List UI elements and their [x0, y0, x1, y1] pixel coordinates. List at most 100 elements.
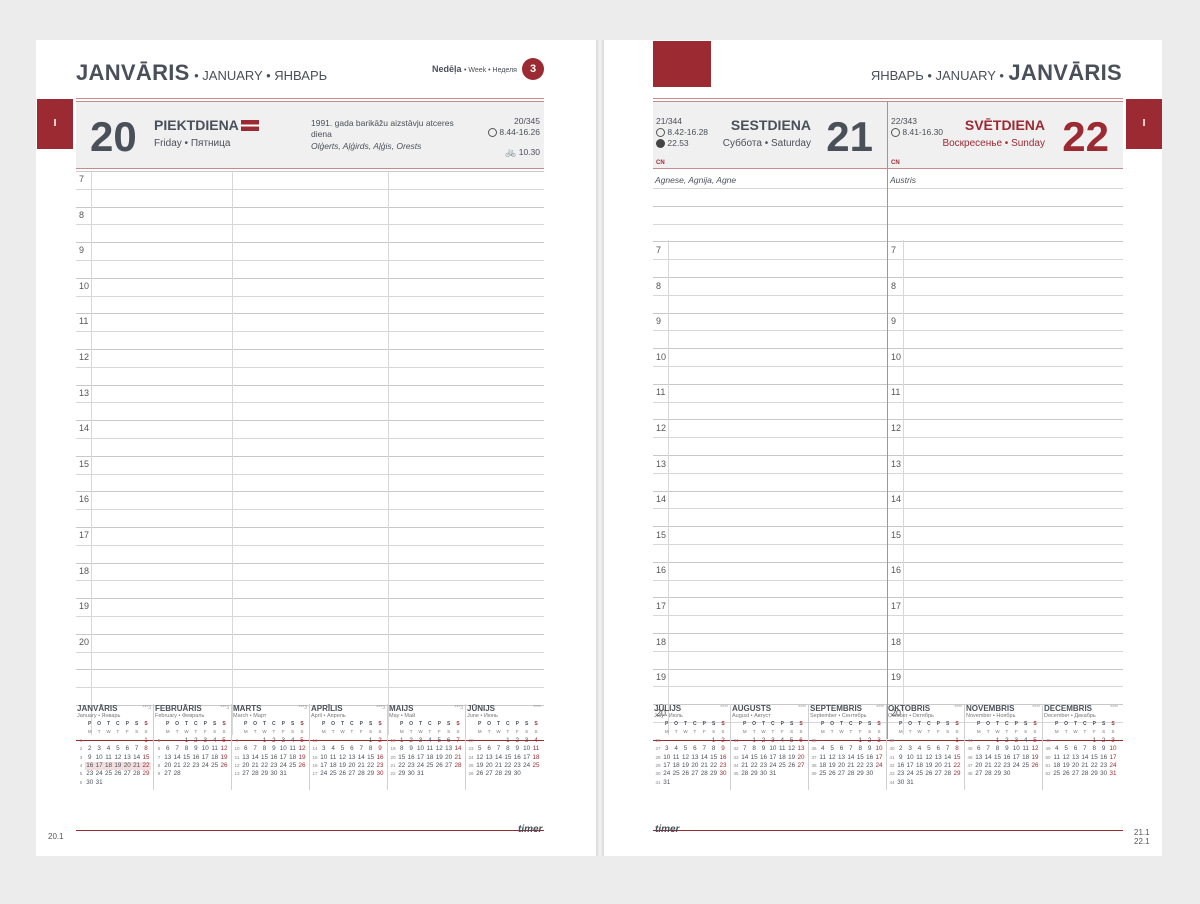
calendar-day[interactable]: 11: [672, 753, 680, 761]
calendar-day[interactable]: 17: [1012, 753, 1020, 761]
calendar-day[interactable]: 5: [789, 736, 794, 744]
calendar-day[interactable]: 14: [173, 753, 181, 761]
calendar-day[interactable]: 20: [348, 762, 356, 770]
calendar-day[interactable]: 2: [761, 736, 766, 744]
calendar-day[interactable]: 20: [1071, 762, 1079, 770]
calendar-day[interactable]: 2: [194, 736, 198, 744]
calendar-day[interactable]: 8: [184, 745, 189, 753]
calendar-day[interactable]: 27: [164, 770, 172, 778]
calendar-day[interactable]: 24: [906, 770, 914, 778]
calendar-day[interactable]: 31: [279, 770, 287, 778]
calendar-day[interactable]: 26: [298, 762, 306, 770]
calendar-day[interactable]: 4: [1023, 736, 1028, 744]
calendar-day[interactable]: 26: [220, 762, 228, 770]
calendar-day[interactable]: 9: [272, 745, 276, 753]
calendar-day[interactable]: 3: [321, 745, 326, 753]
calendar-day[interactable]: 17: [201, 753, 209, 761]
calendar-day[interactable]: 14: [944, 753, 952, 761]
calendar-day[interactable]: 13: [934, 753, 942, 761]
calendar-day[interactable]: 31: [769, 770, 777, 778]
calendar-day[interactable]: 27: [485, 770, 493, 778]
calendar-day[interactable]: 21: [847, 762, 855, 770]
calendar-day[interactable]: 11: [532, 745, 540, 753]
calendar-day[interactable]: 9: [409, 745, 413, 753]
calendar-day[interactable]: 6: [936, 745, 941, 753]
calendar-day[interactable]: 2: [409, 736, 413, 744]
calendar-day[interactable]: 16: [1003, 753, 1011, 761]
calendar-day[interactable]: 21: [251, 762, 259, 770]
calendar-day[interactable]: 20: [975, 762, 983, 770]
calendar-day[interactable]: 21: [454, 753, 462, 761]
calendar-day[interactable]: 11: [289, 745, 296, 753]
calendar-day[interactable]: 7: [849, 745, 853, 753]
calendar-day[interactable]: 3: [281, 736, 286, 744]
calendar-day[interactable]: 1: [1092, 736, 1097, 744]
calendar-day[interactable]: 1: [399, 736, 404, 744]
calendar-day[interactable]: 6: [165, 745, 170, 753]
calendar-day[interactable]: 24: [320, 770, 328, 778]
calendar-day[interactable]: 18: [1053, 762, 1061, 770]
calendar-day[interactable]: 4: [820, 745, 825, 753]
calendar-day[interactable]: 22: [1090, 762, 1098, 770]
calendar-day[interactable]: 2: [378, 736, 382, 744]
calendar-day[interactable]: 18: [819, 762, 827, 770]
calendar-day[interactable]: 25: [1053, 770, 1061, 778]
calendar-day[interactable]: 25: [426, 762, 434, 770]
calendar-day[interactable]: 5: [116, 745, 120, 753]
calendar-day[interactable]: 22: [856, 762, 864, 770]
calendar-day[interactable]: 19: [435, 753, 443, 761]
calendar-day[interactable]: 23: [86, 770, 94, 778]
calendar-day[interactable]: 29: [710, 770, 718, 778]
calendar-day[interactable]: 12: [476, 753, 484, 761]
calendar-day[interactable]: 30: [376, 770, 384, 778]
calendar-day[interactable]: 2: [272, 736, 276, 744]
calendar-day[interactable]: 19: [925, 762, 933, 770]
calendar-day[interactable]: 1: [955, 736, 959, 744]
calendar-day[interactable]: 10: [875, 745, 883, 753]
calendar-day[interactable]: 15: [398, 753, 406, 761]
calendar-day[interactable]: 29: [1090, 770, 1098, 778]
calendar-day[interactable]: 7: [1083, 745, 1087, 753]
calendar-day[interactable]: 7: [945, 745, 950, 753]
calendar-day[interactable]: 3: [908, 745, 912, 753]
calendar-day[interactable]: 24: [769, 762, 777, 770]
calendar-day[interactable]: 31: [1109, 770, 1117, 778]
calendar-day[interactable]: 8: [144, 745, 148, 753]
calendar-day[interactable]: 3: [524, 736, 529, 744]
calendar-day[interactable]: 6: [839, 745, 844, 753]
calendar-day[interactable]: 8: [955, 745, 959, 753]
calendar-day[interactable]: 27: [837, 770, 845, 778]
calendar-day[interactable]: 6: [976, 745, 981, 753]
calendar-day[interactable]: 4: [1054, 745, 1059, 753]
calendar-day[interactable]: 29: [398, 770, 406, 778]
month-tab-right[interactable]: I: [1126, 99, 1162, 149]
calendar-day[interactable]: 26: [476, 770, 484, 778]
calendar-day[interactable]: 21: [700, 762, 708, 770]
calendar-day[interactable]: 20: [122, 762, 132, 771]
calendar-day[interactable]: 11: [1022, 745, 1029, 753]
calendar-day[interactable]: 17: [663, 762, 671, 770]
calendar-day[interactable]: 17: [94, 762, 104, 771]
calendar-day[interactable]: 19: [298, 753, 306, 761]
calendar-day[interactable]: 26: [925, 770, 933, 778]
calendar-day[interactable]: 1: [184, 736, 189, 744]
calendar-day[interactable]: 10: [769, 745, 777, 753]
calendar-day[interactable]: 25: [289, 762, 297, 770]
calendar-day[interactable]: 9: [378, 745, 382, 753]
calendar-day[interactable]: 16: [866, 753, 874, 761]
calendar-day[interactable]: 26: [788, 762, 796, 770]
calendar-day[interactable]: 26: [828, 770, 836, 778]
calendar-day[interactable]: 6: [1073, 745, 1078, 753]
calendar-day[interactable]: 18: [532, 753, 540, 761]
calendar-day[interactable]: 19: [476, 762, 484, 770]
calendar-day[interactable]: 31: [663, 778, 671, 786]
calendar-day[interactable]: 18: [103, 762, 114, 771]
calendar-day[interactable]: 4: [534, 736, 538, 744]
calendar-day[interactable]: 18: [672, 762, 680, 770]
calendar-day[interactable]: 6: [799, 736, 803, 744]
calendar-day[interactable]: 17: [523, 753, 531, 761]
calendar-day[interactable]: 7: [134, 745, 139, 753]
calendar-day[interactable]: 6: [125, 745, 130, 753]
calendar-day[interactable]: 19: [338, 762, 346, 770]
calendar-day[interactable]: 22: [141, 762, 151, 771]
